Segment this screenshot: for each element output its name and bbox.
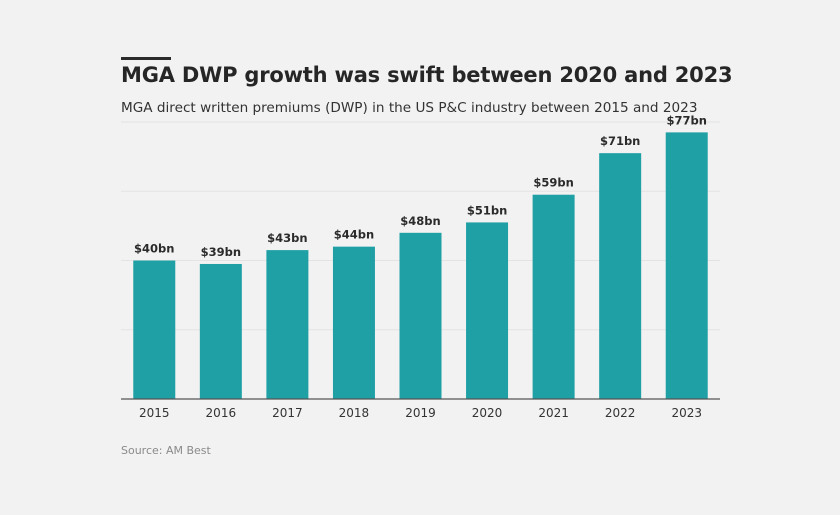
data-label-2021: $59bn — [533, 176, 573, 190]
bar-2015 — [133, 260, 176, 399]
bar-2017 — [266, 250, 309, 399]
bar-2022 — [599, 153, 642, 399]
data-label-2015: $40bn — [134, 242, 174, 256]
data-label-2019: $48bn — [400, 214, 440, 228]
data-label-2018: $44bn — [334, 228, 374, 242]
x-tick-label-2020: 2020 — [472, 406, 503, 420]
bar-2018 — [332, 246, 375, 399]
data-label-2023: $77bn — [667, 113, 707, 127]
chart-title: MGA DWP growth was swift between 2020 an… — [121, 63, 733, 87]
chart-subtitle: MGA direct written premiums (DWP) in the… — [121, 100, 698, 116]
bar-2019 — [399, 232, 442, 399]
x-tick-label-2023: 2023 — [671, 406, 702, 420]
bar-2016 — [199, 263, 242, 399]
bars — [133, 132, 708, 399]
x-tick-label-2015: 2015 — [139, 406, 170, 420]
x-tick-label-2017: 2017 — [272, 406, 303, 420]
bar-2023 — [665, 132, 708, 399]
bar-2021 — [532, 194, 575, 399]
x-tick-label-2018: 2018 — [339, 406, 370, 420]
title-accent-bar — [121, 57, 171, 60]
data-label-2022: $71bn — [600, 134, 640, 148]
data-labels: $40bn $39bn $43bn $44bn $48bn $51bn $59bn $71bn… — [134, 113, 707, 259]
x-tick-label-2021: 2021 — [538, 406, 569, 420]
x-axis-ticks: 2015 2016 2017 2018 2019 2020 2021 2022 2023 — [139, 406, 702, 420]
x-tick-label-2019: 2019 — [405, 406, 436, 420]
data-label-2020: $51bn — [467, 203, 507, 217]
data-label-2017: $43bn — [267, 231, 307, 245]
data-label-2016: $39bn — [201, 245, 241, 259]
x-tick-label-2016: 2016 — [206, 406, 237, 420]
source-note: Source: AM Best — [121, 444, 211, 457]
bar-2020 — [466, 222, 509, 399]
x-tick-label-2022: 2022 — [605, 406, 636, 420]
